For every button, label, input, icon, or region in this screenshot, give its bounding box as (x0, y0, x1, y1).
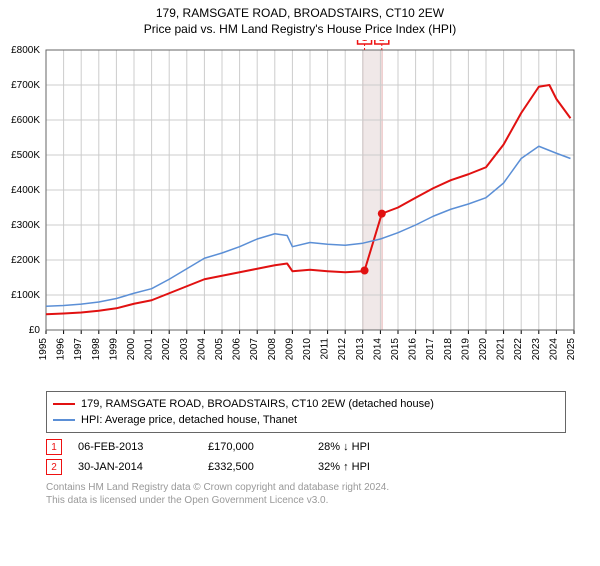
legend-item-hpi: HPI: Average price, detached house, Than… (53, 412, 559, 428)
event-date-1: 06-FEB-2013 (78, 441, 208, 453)
svg-text:2013: 2013 (355, 338, 366, 361)
event-marker-2: 2 (46, 459, 62, 475)
svg-text:2015: 2015 (390, 338, 401, 361)
event-row-2: 2 30-JAN-2014 £332,500 32% ↑ HPI (46, 457, 600, 477)
svg-text:2006: 2006 (232, 338, 243, 361)
svg-text:2: 2 (379, 40, 385, 44)
svg-text:2024: 2024 (548, 338, 559, 361)
legend-swatch-hpi (53, 419, 75, 421)
svg-text:£200K: £200K (11, 255, 40, 266)
legend-item-prop: 179, RAMSGATE ROAD, BROADSTAIRS, CT10 2E… (53, 396, 559, 412)
svg-text:2005: 2005 (214, 338, 225, 361)
svg-text:2003: 2003 (179, 338, 190, 361)
svg-text:£500K: £500K (11, 150, 40, 161)
svg-text:2021: 2021 (496, 338, 507, 361)
svg-text:2020: 2020 (478, 338, 489, 361)
chart-title: 179, RAMSGATE ROAD, BROADSTAIRS, CT10 2E… (0, 6, 600, 20)
event-date-2: 30-JAN-2014 (78, 461, 208, 473)
svg-text:1995: 1995 (38, 338, 49, 361)
svg-text:2018: 2018 (443, 338, 454, 361)
footer-line-2: This data is licensed under the Open Gov… (46, 494, 600, 507)
svg-text:1998: 1998 (91, 338, 102, 361)
footer-attribution: Contains HM Land Registry data © Crown c… (46, 481, 600, 507)
svg-text:£800K: £800K (11, 45, 40, 56)
svg-text:2014: 2014 (372, 338, 383, 361)
footer-line-1: Contains HM Land Registry data © Crown c… (46, 481, 600, 494)
legend-label-prop: 179, RAMSGATE ROAD, BROADSTAIRS, CT10 2E… (81, 396, 434, 412)
chart-area: £0 £100K £200K £300K £400K £500K £600K £700K £80… (0, 40, 600, 385)
events-list: 1 06-FEB-2013 £170,000 28% ↓ HPI 2 30-JA… (46, 437, 600, 477)
event-row-1: 1 06-FEB-2013 £170,000 28% ↓ HPI (46, 437, 600, 457)
svg-text:2007: 2007 (249, 338, 260, 361)
svg-text:2000: 2000 (126, 338, 137, 361)
svg-text:1997: 1997 (73, 338, 84, 361)
svg-text:2025: 2025 (566, 338, 577, 361)
event-marker-1: 1 (46, 439, 62, 455)
svg-text:£600K: £600K (11, 115, 40, 126)
svg-text:2012: 2012 (337, 338, 348, 361)
svg-text:2022: 2022 (513, 338, 524, 361)
svg-text:2008: 2008 (267, 338, 278, 361)
svg-text:£400K: £400K (11, 185, 40, 196)
svg-text:2017: 2017 (425, 338, 436, 361)
svg-text:£100K: £100K (11, 290, 40, 301)
svg-text:2019: 2019 (460, 338, 471, 361)
line-chart-svg: £0 £100K £200K £300K £400K £500K £600K £700K £80… (0, 40, 600, 380)
svg-text:2010: 2010 (302, 338, 313, 361)
svg-text:£0: £0 (29, 325, 41, 336)
legend-label-hpi: HPI: Average price, detached house, Than… (81, 412, 297, 428)
svg-text:2009: 2009 (284, 338, 295, 361)
svg-text:2011: 2011 (320, 338, 331, 360)
chart-subtitle: Price paid vs. HM Land Registry's House … (0, 22, 600, 36)
legend-box: 179, RAMSGATE ROAD, BROADSTAIRS, CT10 2E… (46, 391, 566, 433)
svg-text:£300K: £300K (11, 220, 40, 231)
event-diff-1: 28% ↓ HPI (318, 441, 438, 453)
event-price-2: £332,500 (208, 461, 318, 473)
svg-text:£700K: £700K (11, 80, 40, 91)
svg-text:2001: 2001 (144, 338, 155, 361)
svg-text:1: 1 (362, 40, 368, 44)
svg-text:2016: 2016 (408, 338, 419, 361)
svg-text:2002: 2002 (161, 338, 172, 361)
event-price-1: £170,000 (208, 441, 318, 453)
svg-text:1996: 1996 (56, 338, 67, 361)
event-diff-2: 32% ↑ HPI (318, 461, 438, 473)
legend-swatch-prop (53, 403, 75, 405)
svg-text:2004: 2004 (196, 338, 207, 361)
svg-text:2023: 2023 (531, 338, 542, 361)
svg-text:1999: 1999 (108, 338, 119, 361)
